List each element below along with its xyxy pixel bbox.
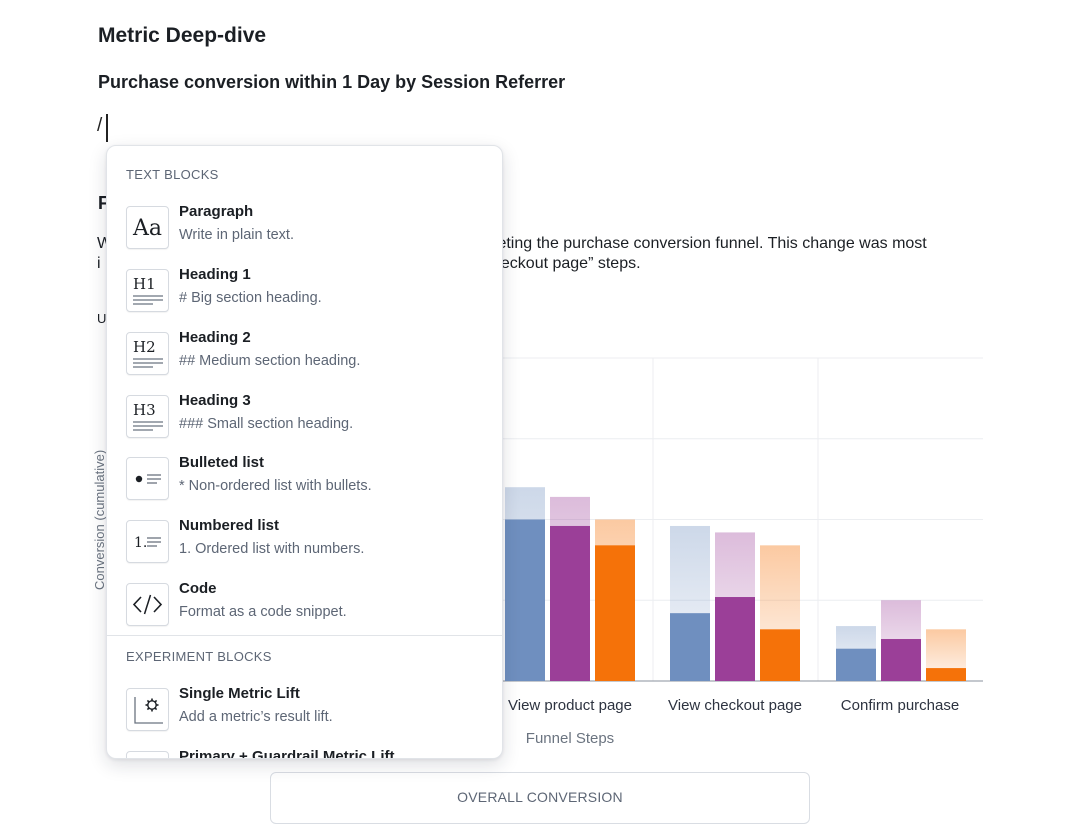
- paragraph-fragment-end-1: pleting the purchase conversion funnel. …: [485, 235, 927, 252]
- menu-item-title: Single Metric Lift: [179, 685, 300, 702]
- menu-item-code[interactable]: Code Format as a code snippet.: [107, 575, 502, 635]
- bar: [836, 648, 876, 681]
- numbered-list-icon: 1.: [126, 520, 169, 563]
- menu-item-title: Heading 2: [179, 329, 251, 346]
- paragraph-fragment-start-2: i: [97, 255, 101, 272]
- menu-item-guardrail-metric-lift[interactable]: Primary + Guardrail Metric Lift: [107, 743, 502, 759]
- editor-input-line[interactable]: /: [97, 115, 103, 136]
- menu-item-description: ### Small section heading.: [179, 416, 354, 432]
- svg-text:H3: H3: [133, 401, 156, 419]
- text-cursor: [106, 114, 108, 142]
- menu-item-description: Format as a code snippet.: [179, 604, 347, 620]
- heading-1-icon: H1: [126, 269, 169, 312]
- svg-text:Aa: Aa: [132, 216, 162, 241]
- menu-item-description: ## Medium section heading.: [179, 353, 361, 369]
- menu-item-title: Primary + Guardrail Metric Lift: [179, 748, 395, 759]
- x-tick-label: View product page: [508, 697, 632, 714]
- bar: [715, 597, 755, 681]
- bar: [760, 629, 800, 681]
- menu-item-description: Write in plain text.: [179, 227, 294, 243]
- heading-3-icon: H3: [126, 395, 169, 438]
- overall-conversion-card: OVERALL CONVERSION: [270, 772, 810, 824]
- menu-item-paragraph[interactable]: Aa Paragraph Write in plain text.: [107, 198, 502, 258]
- svg-text:H2: H2: [133, 338, 156, 356]
- y-axis-title: Conversion (cumulative): [92, 449, 107, 590]
- bar: [670, 613, 710, 681]
- x-tick-label: View checkout page: [668, 697, 802, 714]
- bar: [881, 639, 921, 681]
- single-metric-lift-icon: [126, 688, 169, 731]
- bar: [595, 545, 635, 681]
- bar: [505, 519, 545, 681]
- guardrail-metric-lift-icon: [126, 751, 169, 758]
- menu-item-title: Heading 1: [179, 266, 251, 283]
- small-label-fragment: U: [97, 311, 107, 326]
- menu-item-description: * Non-ordered list with bullets.: [179, 478, 372, 494]
- page-title: Metric Deep-dive: [98, 24, 267, 47]
- svg-text:H1: H1: [133, 275, 156, 293]
- bar: [550, 525, 590, 681]
- section-title-text-blocks: TEXT BLOCKS: [126, 167, 219, 182]
- menu-item-title: Bulleted list: [179, 454, 265, 471]
- section-title-experiment-blocks: EXPERIMENT BLOCKS: [126, 649, 272, 664]
- menu-item-bulleted-list[interactable]: Bulleted list * Non-ordered list with bu…: [107, 449, 502, 509]
- svg-text:1.: 1.: [134, 535, 147, 551]
- paragraph-icon: Aa: [126, 206, 169, 249]
- menu-item-heading-2[interactable]: H2 Heading 2 ## Medium section heading.: [107, 324, 502, 384]
- menu-item-numbered-list[interactable]: 1. Numbered list 1. Ordered list with nu…: [107, 512, 502, 572]
- x-tick-label: Confirm purchase: [840, 697, 960, 714]
- menu-item-title: Code: [179, 580, 217, 597]
- code-icon: [126, 583, 169, 626]
- overall-conversion-title: OVERALL CONVERSION: [457, 789, 623, 805]
- menu-item-heading-1[interactable]: H1 Heading 1 # Big section heading.: [107, 261, 502, 321]
- menu-item-title: Heading 3: [179, 392, 251, 409]
- menu-item-title: Numbered list: [179, 517, 280, 534]
- heading-2-icon: H2: [126, 332, 169, 375]
- x-axis-title: Funnel Steps: [525, 730, 615, 747]
- paragraph-fragment-end-2: heckout page” steps.: [492, 255, 641, 272]
- menu-item-description: Add a metric’s result lift.: [179, 709, 333, 725]
- slash-command-menu: TEXT BLOCKS Aa Paragraph Write in plain …: [106, 145, 503, 759]
- menu-item-description: # Big section heading.: [179, 290, 322, 306]
- bulleted-list-icon: [126, 457, 169, 500]
- menu-item-single-metric-lift[interactable]: Single Metric Lift Add a metric’s result…: [107, 680, 502, 740]
- menu-item-title: Paragraph: [179, 203, 254, 220]
- menu-item-heading-3[interactable]: H3 Heading 3 ### Small section heading.: [107, 387, 502, 447]
- bar: [926, 668, 966, 681]
- chart-heading: Purchase conversion within 1 Day by Sess…: [98, 72, 566, 92]
- menu-divider: [107, 635, 502, 636]
- section-heading-fragment: F: [98, 193, 109, 213]
- menu-item-description: 1. Ordered list with numbers.: [179, 541, 365, 557]
